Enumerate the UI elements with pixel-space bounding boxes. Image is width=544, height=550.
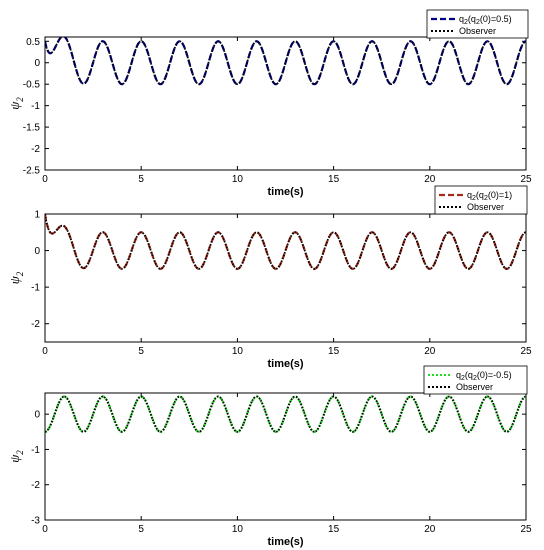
legend: q2(q2(0)=0.5)Observer [426, 9, 529, 39]
y-tick-label: -0.5 [23, 80, 41, 91]
legend-label: q2(q2(0)=-0.5) [456, 370, 512, 382]
legend-box [434, 185, 528, 215]
y-axis-label-sub: 2 [15, 271, 25, 276]
legend-box [423, 365, 528, 395]
legend-label: Observer [456, 382, 493, 392]
axes-frame [44, 392, 527, 521]
x-tick-label: 15 [328, 346, 340, 357]
x-tick-label: 0 [42, 174, 48, 185]
x-tick-label: 5 [138, 346, 144, 357]
legend: q2(q2(0)=1)Observer [434, 185, 528, 215]
series-line-observer [45, 214, 526, 270]
y-tick-label: 0 [34, 410, 40, 421]
x-tick-label: 25 [520, 174, 532, 185]
legend-label: q2(q2(0)=0.5) [459, 14, 512, 26]
x-tick-label: 15 [328, 174, 340, 185]
y-tick-label: 0.5 [26, 37, 40, 48]
y-axis-label-main: ψ [7, 454, 22, 463]
legend-label: Observer [459, 26, 496, 36]
x-tick-label: 10 [232, 524, 244, 535]
y-tick-label: -1 [31, 445, 40, 456]
x-tick-label: 5 [138, 524, 144, 535]
x-tick-label: 10 [232, 346, 244, 357]
series-line-observer [45, 37, 526, 86]
y-tick-label: -2 [31, 319, 40, 330]
x-axis-label: time(s) [267, 536, 303, 548]
y-tick-label: 0 [34, 246, 40, 257]
x-tick-label: 0 [42, 346, 48, 357]
chart-panel-2: 0 5 10 15 20 2510-1-2time(s)ψ2q2(q2(0)=1)Obse… [7, 185, 532, 370]
x-tick-label: 25 [520, 346, 532, 357]
x-axis-label: time(s) [267, 358, 303, 370]
x-tick-label: 0 [42, 524, 48, 535]
y-tick-label: -1.5 [23, 123, 41, 134]
legend-label: q2(q2(0)=1) [467, 190, 512, 202]
x-axis-label: time(s) [267, 186, 303, 198]
y-tick-label: -3 [31, 516, 40, 527]
y-tick-label: 1 [34, 210, 40, 221]
y-axis-label-sub: 2 [15, 450, 25, 455]
chart-panel-1: 0 5 10 15 20 25 0.5 0 -0.5 -1 -1.5 -2 -2.5 time(s) ψ2 q… [7, 9, 532, 198]
y-tick-label: -2.5 [23, 166, 41, 177]
legend-label: Observer [467, 202, 504, 212]
y-axis-label: ψ2 [7, 271, 25, 284]
x-tick-label: 5 [138, 174, 144, 185]
x-tick-label: 20 [424, 524, 436, 535]
chart-panel-3: 0 5 10 15 20 25 0 -1 -2 -3 time(s) ψ2 q2(q2(0)=-0.5)… [7, 365, 532, 548]
x-tick-label: 25 [520, 524, 532, 535]
x-tick-label: 20 [424, 346, 436, 357]
axes-frame [44, 213, 527, 343]
y-tick-label: -2 [31, 480, 40, 491]
y-tick-label: -1 [31, 283, 40, 294]
y-axis-label-main: ψ [7, 275, 22, 284]
y-axis-label-main: ψ [7, 101, 22, 110]
y-tick-label: -2 [31, 144, 40, 155]
y-axis-label-sub: 2 [15, 97, 25, 102]
axes-frame [44, 36, 527, 171]
legend: q2(q2(0)=-0.5)Observer [423, 365, 528, 395]
x-tick-label: 15 [328, 524, 340, 535]
x-tick-label: 10 [232, 174, 244, 185]
legend-box [426, 9, 529, 39]
y-axis-label: ψ2 [7, 97, 25, 110]
x-tick-label: 20 [424, 174, 436, 185]
y-tick-label: -1 [31, 101, 40, 112]
y-axis-label: ψ2 [7, 450, 25, 463]
y-tick-label: 0 [34, 58, 40, 69]
